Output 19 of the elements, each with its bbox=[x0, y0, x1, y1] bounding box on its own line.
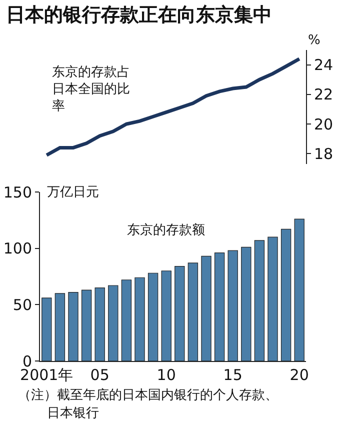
x-tick-label: 10 bbox=[156, 366, 176, 384]
y-tick-label: 24 bbox=[314, 56, 334, 74]
annotation: 东京的存款占日本全国的比率 bbox=[52, 64, 131, 115]
y-tick-label: 150 bbox=[3, 183, 32, 202]
x-tick-label: 20 bbox=[290, 366, 309, 384]
y-tick-label: 100 bbox=[3, 240, 32, 258]
y-tick-label: 18 bbox=[314, 144, 334, 163]
y-axis-title: % bbox=[308, 33, 320, 48]
line-series bbox=[44, 57, 302, 157]
x-tick-label: 05 bbox=[90, 366, 110, 384]
y-tick-label: 50 bbox=[12, 296, 32, 314]
y-tick-label: 22 bbox=[314, 86, 334, 104]
chart-title: 日本的银行存款正在向东京集中 bbox=[5, 3, 273, 28]
x-tick-label: 15 bbox=[223, 366, 242, 384]
y-tick-label: 20 bbox=[314, 115, 334, 134]
x-tick-label: 2001年 bbox=[20, 366, 74, 384]
annotation: 东京的存款额 bbox=[127, 223, 205, 238]
text: （注）截至年底的日本国内银行的个人存款、日本银行 bbox=[18, 387, 279, 423]
y-axis-title: 万亿日元 bbox=[47, 185, 99, 200]
